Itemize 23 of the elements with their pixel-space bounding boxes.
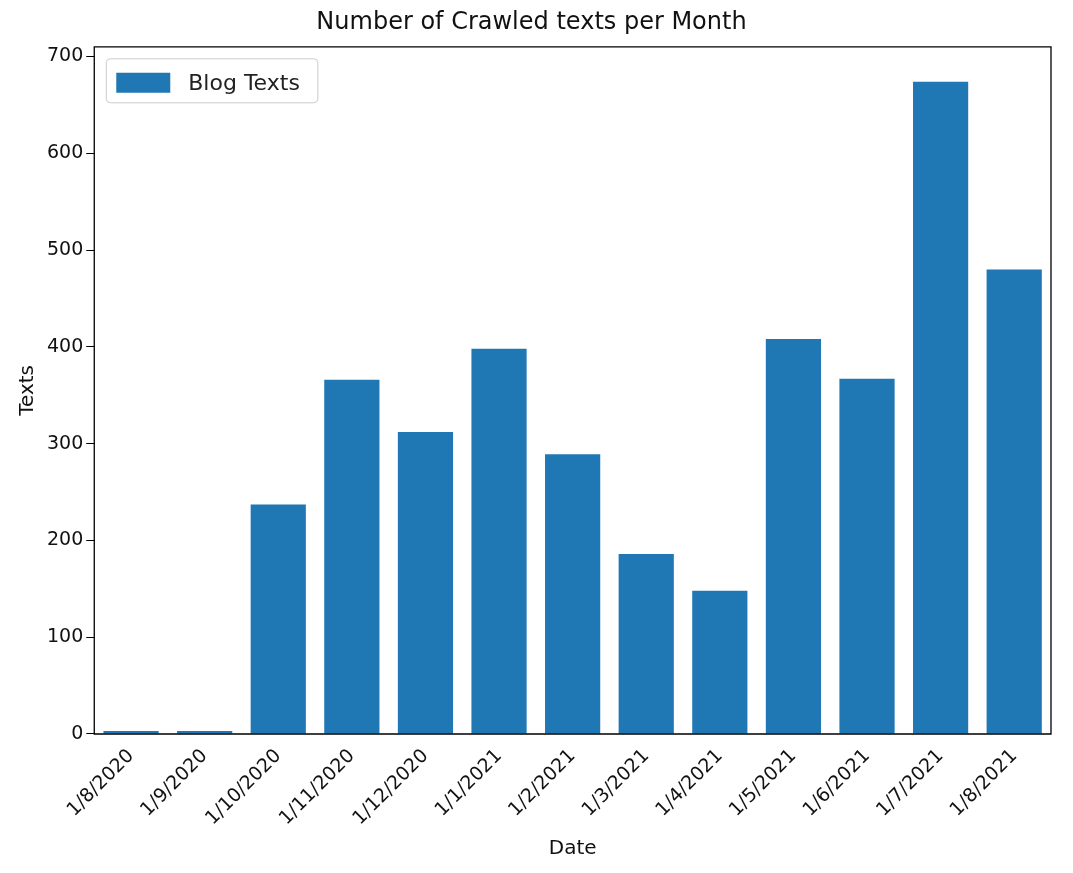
y-tick-label: 200 (47, 527, 84, 550)
bar (618, 553, 674, 734)
legend-label: Blog Texts (188, 69, 300, 95)
y-tick-label: 700 (47, 43, 84, 66)
bar (839, 378, 895, 734)
y-axis-title: Texts (14, 364, 39, 417)
bar (986, 269, 1042, 734)
y-tick-label: 0 (71, 720, 84, 743)
bar (250, 504, 306, 734)
bar (471, 348, 527, 734)
bar (324, 379, 380, 734)
bar (765, 339, 822, 734)
y-tick-label: 500 (47, 236, 84, 259)
bar (397, 432, 454, 734)
y-tick-label: 100 (47, 624, 84, 647)
y-tick-label: 600 (47, 140, 84, 163)
bar (692, 590, 748, 734)
bar (545, 454, 601, 734)
y-tick-label: 300 (47, 430, 84, 453)
chart-title: Number of Crawled texts per Month (316, 6, 747, 35)
bar (913, 81, 969, 734)
x-axis-title: Date (548, 835, 597, 860)
y-tick-label: 400 (47, 333, 84, 356)
